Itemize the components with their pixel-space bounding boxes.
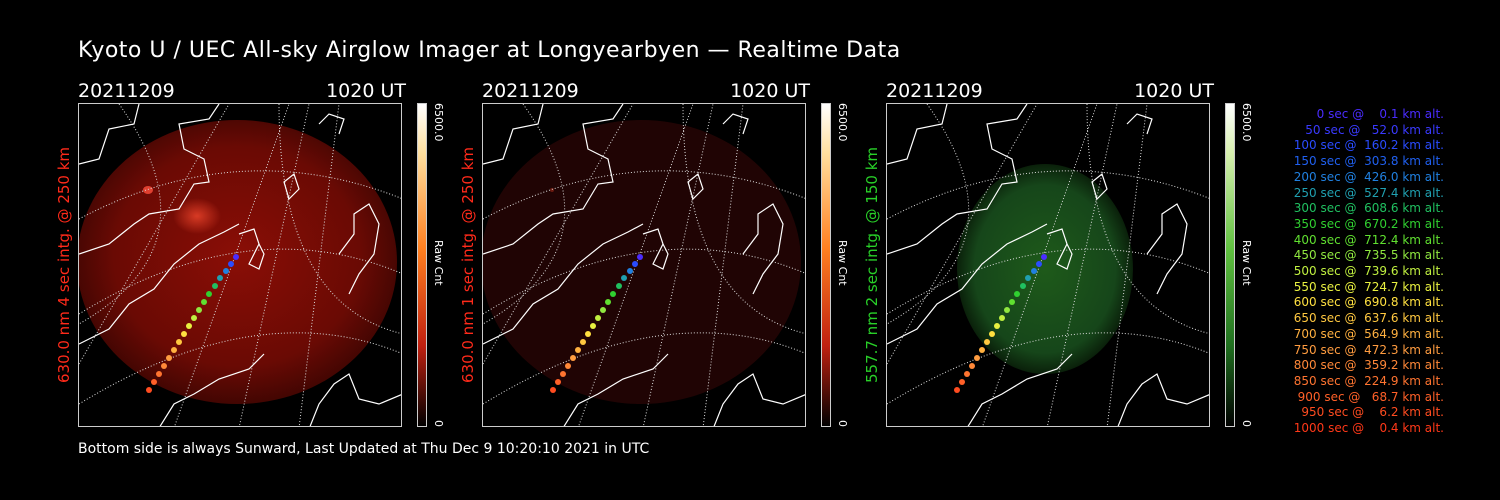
legend-entry: 750 sec @ 472.3 km alt.: [1289, 342, 1444, 357]
allsky-map-svg: [887, 104, 1209, 426]
allsky-image: [886, 103, 1210, 427]
legend-entry: 650 sec @ 637.6 km alt.: [1289, 311, 1444, 326]
footer-status: Bottom side is always Sunward, Last Upda…: [78, 441, 650, 457]
panel-date: 20211209: [886, 80, 983, 102]
imager-panel-3: 20211209 1020 UT 557.7 nm 2 sec intg. @ …: [863, 80, 1266, 440]
legend-entry: 300 sec @ 608.6 km alt.: [1289, 201, 1444, 216]
legend-entry: 700 sec @ 564.9 km alt.: [1289, 326, 1444, 341]
colorbar: [1225, 103, 1235, 427]
panel-time: 1020 UT: [1134, 80, 1214, 102]
imager-panel-1: 20211209 1020 UT 630.0 nm 4 sec intg. @ …: [55, 80, 458, 440]
legend-entry: 200 sec @ 426.0 km alt.: [1289, 169, 1444, 184]
legend-entry: 1000 sec @ 0.4 km alt.: [1293, 421, 1444, 436]
legend-entry: 0 sec @ 0.1 km alt.: [1305, 107, 1444, 121]
page-title: Kyoto U / UEC All-sky Airglow Imager at …: [78, 38, 901, 63]
colorbar: [417, 103, 427, 427]
legend-entry: 550 sec @ 724.7 km alt.: [1289, 279, 1444, 294]
legend-entry: 900 sec @ 68.7 km alt.: [1293, 389, 1444, 404]
colorbar: [821, 103, 831, 427]
legend-entry: 600 sec @ 690.8 km alt.: [1289, 295, 1444, 310]
allsky-map-svg: [483, 104, 805, 426]
panel-date: 20211209: [78, 80, 175, 102]
trajectory-dots: [954, 254, 1047, 393]
legend-entry: 400 sec @ 712.4 km alt.: [1289, 232, 1444, 247]
panel-date: 20211209: [482, 80, 579, 102]
allsky-map-svg: [79, 104, 401, 426]
trajectory-dots: [550, 254, 643, 393]
trajectory-legend: 0 sec @ 0.1 km alt. 50 sec @ 52.0 km alt…: [1262, 107, 1444, 437]
legend-entry: 150 sec @ 303.8 km alt.: [1289, 154, 1444, 169]
trajectory-dots: [146, 254, 239, 393]
colorbar-min: 0: [1240, 420, 1253, 427]
legend-entry: 100 sec @ 160.2 km alt.: [1289, 138, 1444, 153]
legend-entry: 450 sec @ 735.5 km alt.: [1289, 248, 1444, 263]
legend-entry: 850 sec @ 224.9 km alt.: [1289, 373, 1444, 388]
legend-entry: 50 sec @ 52.0 km alt.: [1297, 122, 1444, 137]
legend-entry: 350 sec @ 670.2 km alt.: [1289, 216, 1444, 231]
legend-entry: 950 sec @ 6.2 km alt.: [1297, 405, 1444, 420]
allsky-image: [78, 103, 402, 427]
legend-entry: 250 sec @ 527.4 km alt.: [1289, 185, 1444, 200]
colorbar-min: 0: [432, 420, 445, 427]
colorbar-min: 0: [836, 420, 849, 427]
allsky-image: [482, 103, 806, 427]
legend-entry: 500 sec @ 739.6 km alt.: [1289, 264, 1444, 279]
panel-wavelength-label: 557.7 nm 2 sec intg. @ 150 km: [863, 146, 881, 384]
panel-wavelength-label: 630.0 nm 4 sec intg. @ 250 km: [55, 146, 73, 384]
panel-time: 1020 UT: [326, 80, 406, 102]
panel-wavelength-label: 630.0 nm 1 sec intg. @ 250 km: [459, 146, 477, 384]
panel-time: 1020 UT: [730, 80, 810, 102]
imager-panel-2: 20211209 1020 UT 630.0 nm 1 sec intg. @ …: [459, 80, 862, 440]
legend-entry: 800 sec @ 359.2 km alt.: [1289, 358, 1444, 373]
